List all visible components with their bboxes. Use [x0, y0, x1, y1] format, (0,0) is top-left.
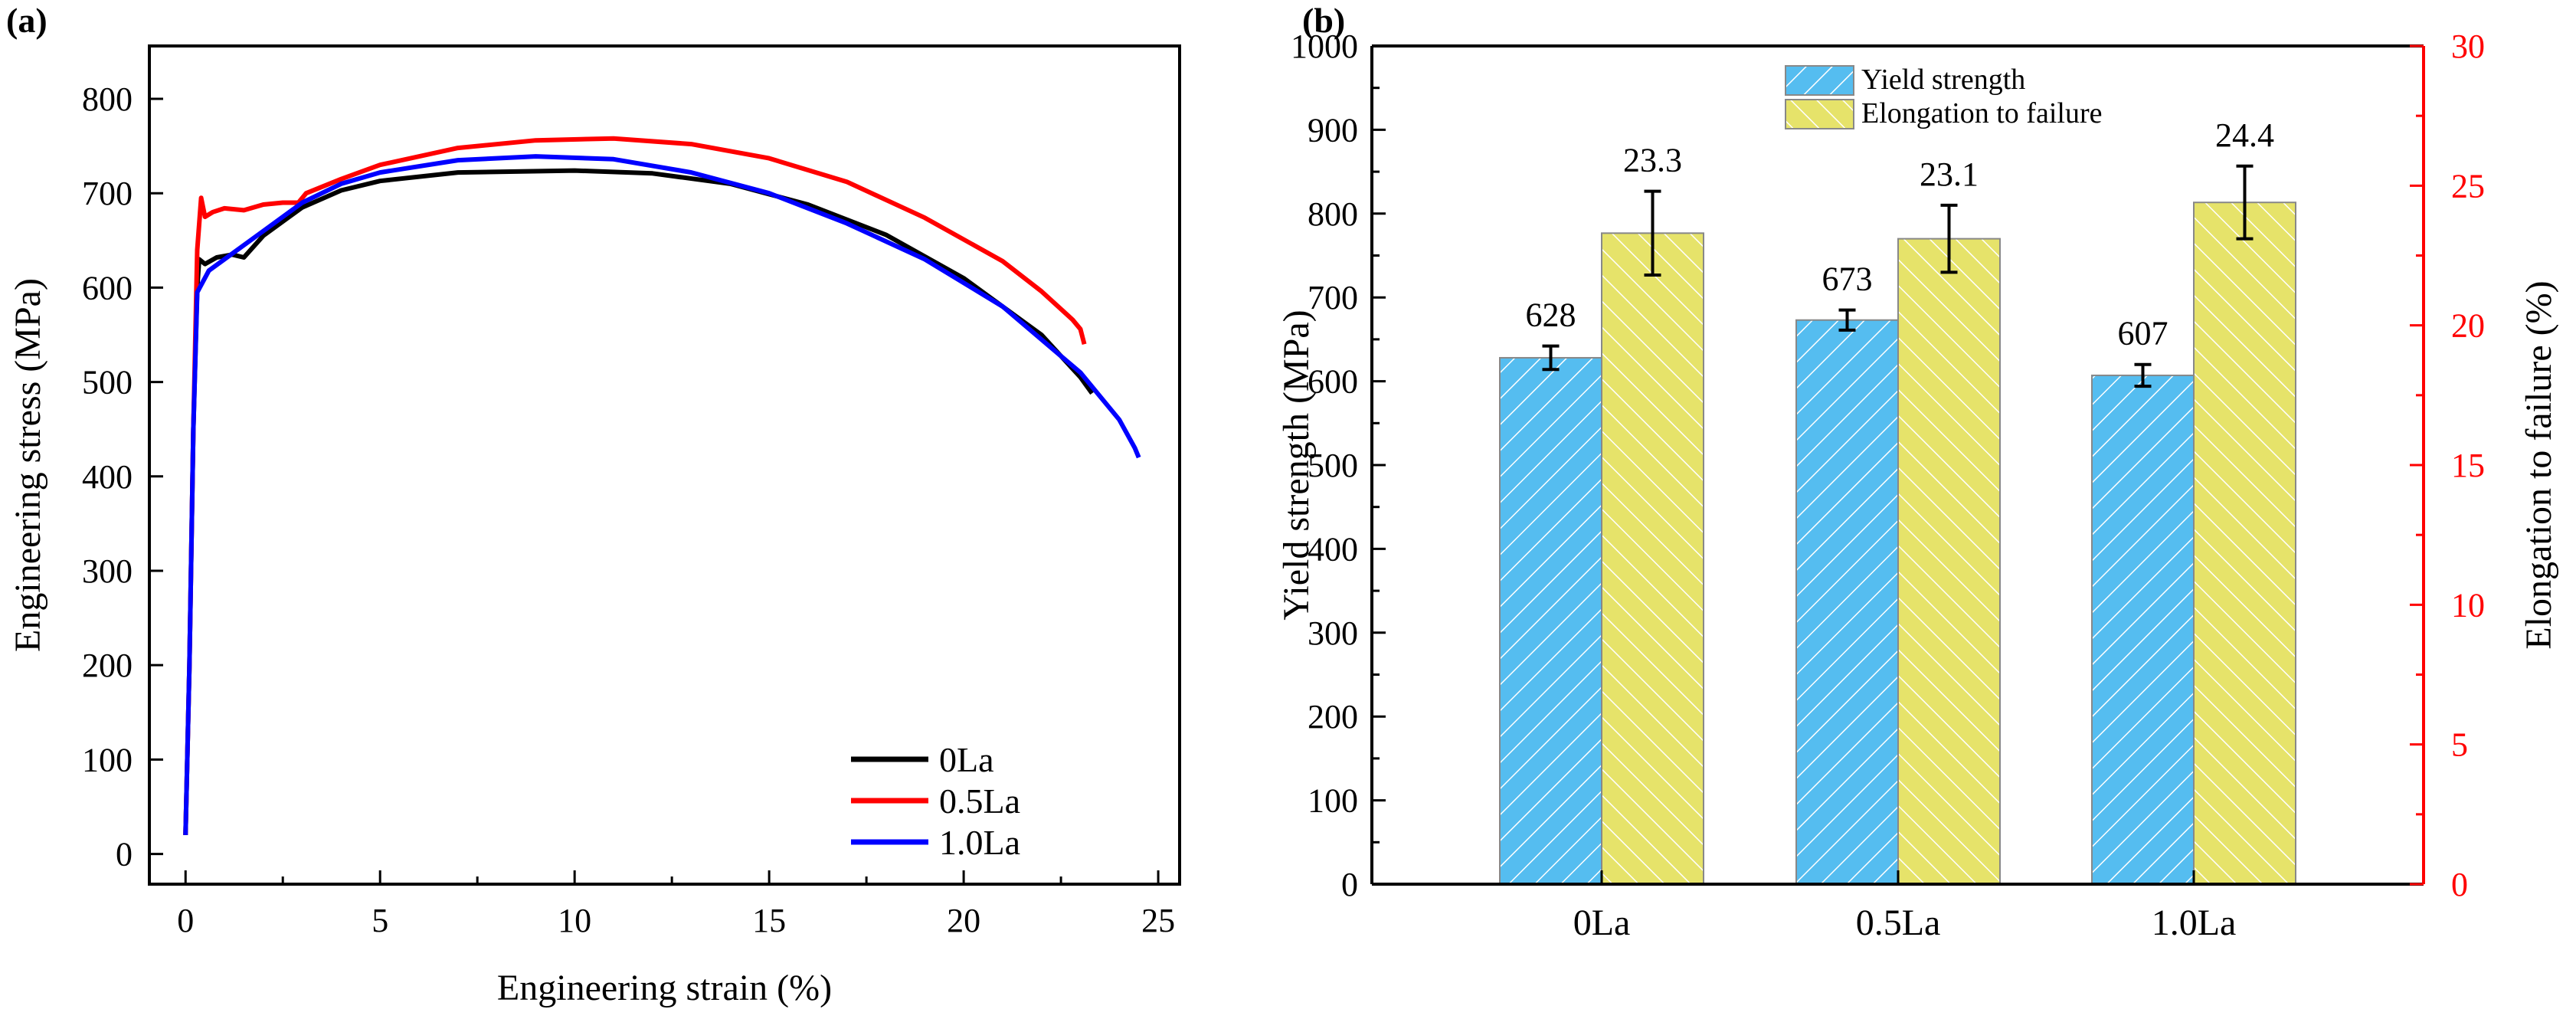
y-tick-label: 600 — [1308, 363, 1358, 401]
series-line-0La — [183, 168, 1095, 835]
y-tick-label: 200 — [82, 647, 133, 684]
legend-label: 1.0La — [939, 823, 1020, 862]
panel-label: (b) — [1302, 1, 1345, 40]
y-right-tick-label: 15 — [2451, 447, 2485, 484]
y-right-tick-label: 30 — [2451, 28, 2485, 65]
y-tick-label: 400 — [82, 458, 133, 496]
y-axis-title-right: Elongation to failure (%) — [2519, 280, 2559, 649]
legend-label: Elongation to failure — [1861, 97, 2102, 129]
bar-yield-strength-0La — [1499, 356, 1602, 885]
y-right-tick-label: 0 — [2451, 866, 2468, 903]
y-tick-label: 500 — [82, 364, 133, 401]
bar-yield-strength-1.0La — [2091, 374, 2195, 885]
y-right-tick-label: 10 — [2451, 586, 2485, 624]
y-tick-label: 800 — [1308, 195, 1358, 233]
x-tick-label: 0La — [1573, 903, 1631, 943]
data-label: 24.4 — [2215, 116, 2274, 154]
y-right-tick-label: 25 — [2451, 167, 2485, 205]
bar-yield-strength-0.5La — [1795, 319, 1899, 886]
series-line-0.5La — [183, 136, 1087, 835]
y-tick-label: 100 — [82, 741, 133, 778]
data-label: 23.1 — [1920, 156, 1979, 193]
x-tick-label: 20 — [947, 902, 980, 939]
bar-elongation-to-failure-1.0La — [2193, 202, 2296, 886]
y-tick-label: 100 — [1308, 782, 1358, 820]
data-label: 673 — [1822, 260, 1873, 298]
bar-elongation-to-failure-0.5La — [1897, 238, 2001, 885]
data-label: 628 — [1526, 297, 1576, 334]
y-tick-label: 0 — [1341, 866, 1358, 903]
x-axis-title: Engineering strain (%) — [497, 968, 832, 1008]
y-tick-label: 300 — [82, 552, 133, 590]
y-tick-label: 500 — [1308, 447, 1358, 484]
series-line-1.0La — [183, 154, 1141, 835]
y-axis-title-left: Yield strength (MPa) — [1276, 310, 1317, 620]
x-tick-label: 1.0La — [2152, 903, 2237, 943]
panel-label: (a) — [6, 1, 47, 40]
y-tick-label: 1000 — [1291, 28, 1358, 65]
y-tick-label: 200 — [1308, 698, 1358, 736]
legend-swatch-elongation-to-failure — [1785, 99, 1854, 129]
y-tick-label: 700 — [82, 175, 133, 212]
y-tick-label: 600 — [82, 269, 133, 306]
y-axis-title: Engineering stress (MPa) — [8, 278, 48, 652]
y-tick-label: 800 — [82, 80, 133, 118]
legend-label: 0.5La — [939, 781, 1020, 821]
y-right-tick-label: 5 — [2451, 726, 2468, 764]
y-tick-label: 700 — [1308, 279, 1358, 316]
legend-label: 0La — [939, 740, 994, 779]
x-tick-label: 15 — [752, 902, 786, 939]
plot-frame — [148, 44, 1181, 886]
x-tick-label: 25 — [1141, 902, 1175, 939]
y-right-tick-label: 20 — [2451, 307, 2485, 345]
x-tick-label: 5 — [372, 902, 388, 939]
panel-a: (a) 0 5 10 15 20 25 0 100 200 300 400 500 600 700 800 En… — [6, 1, 1181, 1008]
data-label: 23.3 — [1623, 142, 1682, 179]
x-tick-label: 10 — [558, 902, 591, 939]
y-tick-label: 300 — [1308, 614, 1358, 652]
data-label: 607 — [2118, 315, 2168, 352]
y-tick-label: 900 — [1308, 111, 1358, 149]
x-tick-label: 0.5La — [1856, 903, 1941, 943]
y-tick-label: 0 — [116, 836, 133, 873]
bar-elongation-to-failure-0La — [1601, 232, 1704, 885]
legend-swatch-yield-strength — [1785, 65, 1854, 96]
y-tick-label: 400 — [1308, 530, 1358, 568]
legend-label: Yield strength — [1861, 64, 2025, 96]
x-tick-label: 0 — [177, 902, 194, 939]
